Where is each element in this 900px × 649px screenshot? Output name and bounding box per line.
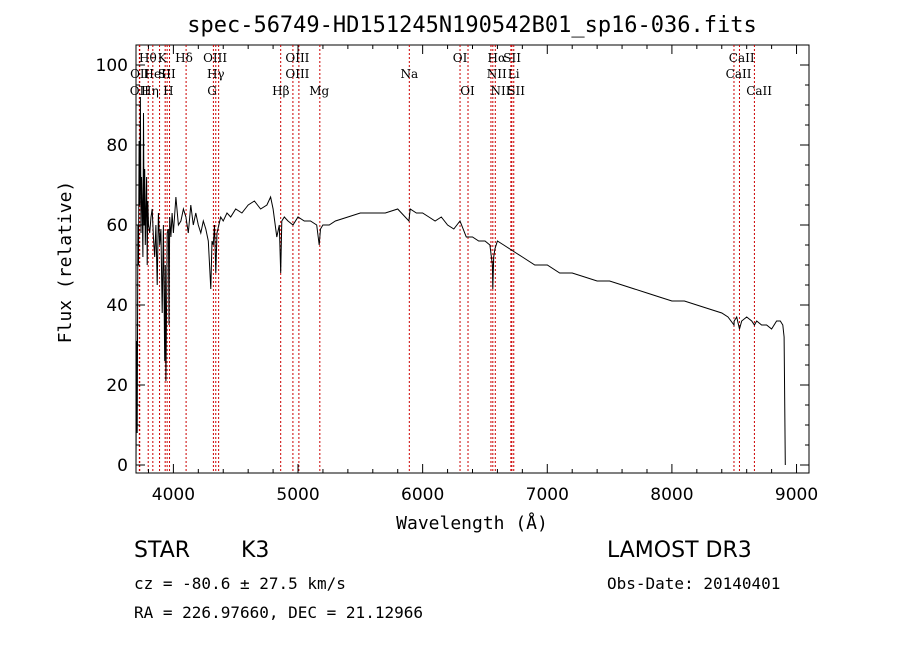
line-label-15: Mg [309, 84, 329, 98]
x-tick-label-4: 8000 [650, 485, 693, 505]
line-label-21: NII [491, 84, 511, 98]
spectral-line-markers [138, 45, 755, 473]
line-label-18: OI [460, 84, 475, 98]
line-label-14: OIII [285, 67, 309, 81]
plot-frame [135, 44, 810, 474]
coordinates: RA = 226.97660, DEC = 21.12966 [134, 603, 423, 622]
line-label-23: Li [508, 67, 520, 81]
line-label-9: OIII [203, 51, 227, 65]
line-label-27: CaII [746, 84, 772, 98]
chart-title: spec-56749-HD151245N190542B01_sp16-036.f… [187, 13, 757, 38]
line-label-17: OI [453, 51, 468, 65]
line-label-22: SII [503, 51, 521, 65]
y-tick-label-1: 20 [106, 376, 128, 396]
y-axis: 0 20 40 60 80 100 [96, 56, 809, 476]
line-label-11: G [207, 84, 217, 98]
line-label-24: SII [507, 84, 525, 98]
x-tick-label-2: 6000 [401, 485, 444, 505]
survey-name: LAMOST DR3 [607, 538, 752, 563]
line-label-1: OII [130, 67, 150, 81]
x-tick-label-1: 5000 [276, 485, 319, 505]
observation-date: Obs-Date: 20140401 [607, 574, 781, 593]
line-label-10: Hγ [207, 67, 225, 81]
object-class: STAR [134, 538, 191, 563]
line-label-25: CaII [729, 51, 755, 65]
line-label-7: H [163, 84, 173, 98]
object-subclass: K3 [241, 538, 270, 563]
line-label-2: Hθ [139, 51, 157, 65]
line-label-3: Hη [141, 84, 159, 98]
radial-velocity: cz = -80.6 ± 27.5 km/s [134, 574, 346, 593]
y-axis-label: Flux (relative) [55, 181, 76, 344]
line-label-8: Hδ [175, 51, 193, 65]
x-tick-label-3: 7000 [526, 485, 569, 505]
y-tick-label-0: 0 [117, 456, 128, 476]
y-tick-label-3: 60 [106, 216, 128, 236]
y-tick-label-4: 80 [106, 136, 128, 156]
x-axis: 4000 5000 6000 7000 8000 9000 [147, 45, 818, 505]
spectrum-line [135, 96, 786, 466]
line-label-19: Hα [488, 51, 507, 65]
line-label-20: NII [487, 67, 507, 81]
x-tick-label-5: 9000 [775, 485, 818, 505]
line-label-6: SII [158, 67, 176, 81]
line-label-0: OII [130, 84, 150, 98]
line-label-13: OIII [285, 51, 309, 65]
x-axis-label: Wavelength (Å) [396, 512, 548, 534]
x-tick-label-0: 4000 [152, 485, 195, 505]
line-label-12: Hβ [272, 84, 289, 98]
line-label-4: HeI [144, 67, 167, 81]
line-label-5: K [158, 51, 168, 65]
y-tick-label-5: 100 [96, 56, 128, 76]
line-label-26: CaII [726, 67, 752, 81]
y-tick-label-2: 40 [106, 296, 128, 316]
line-label-16: Na [400, 67, 418, 81]
